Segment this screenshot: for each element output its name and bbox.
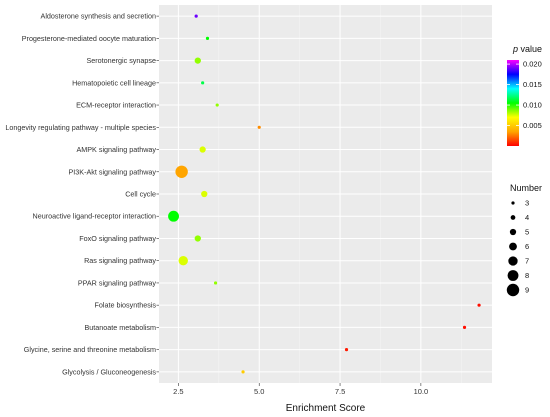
- category-label: Butanoate metabolism: [84, 323, 156, 332]
- data-point: [257, 125, 261, 129]
- colorbar-tick-label: 0.020: [523, 60, 542, 69]
- category-label: ECM-receptor interaction: [76, 101, 156, 110]
- number-legend-label: 3: [525, 199, 529, 208]
- data-point: [175, 165, 188, 178]
- p-value-colorbar: [507, 60, 519, 146]
- colorbar-tick-label: 0.015: [523, 80, 542, 89]
- p-value-legend-title-rest: value: [518, 44, 542, 54]
- p-value-legend-ticks: 0.005 0.010 0.015 0.020: [507, 60, 542, 130]
- category-label: Glycine, serine and threonine metabolism: [24, 345, 156, 354]
- data-point: [462, 325, 467, 330]
- data-point: [194, 235, 201, 242]
- data-point: [178, 256, 188, 266]
- category-label: Hematopoietic cell lineage: [72, 78, 156, 87]
- number-legend-label: 9: [525, 286, 529, 295]
- number-legend-items: 3 4 5 6 7 8 9: [506, 199, 529, 297]
- category-label: Ras signaling pathway: [84, 256, 156, 265]
- number-legend-label: 8: [525, 271, 529, 280]
- x-tick-label: 7.5: [335, 387, 345, 396]
- category-label: PPAR signaling pathway: [78, 278, 157, 287]
- data-point: [477, 303, 481, 307]
- category-label: Glycolysis / Gluconeogenesis: [62, 367, 156, 376]
- data-point: [344, 348, 349, 352]
- colorbar-tick-label: 0.010: [523, 101, 542, 110]
- x-axis-ticks: 2.5 5.0 7.5 10.0: [173, 383, 428, 396]
- number-legend-dot: [509, 228, 517, 236]
- x-tick-label: 2.5: [173, 387, 183, 396]
- p-value-legend-title-italic: p: [512, 44, 518, 54]
- data-point: [215, 103, 219, 107]
- category-label: FoxO signaling pathway: [79, 234, 156, 243]
- number-legend-label: 6: [525, 242, 529, 251]
- data-points: [168, 14, 481, 374]
- category-label: Folate biosynthesis: [94, 301, 156, 310]
- category-label: Longevity regulating pathway - multiple …: [5, 123, 156, 132]
- p-value-legend-title: p value: [512, 44, 542, 54]
- number-legend: Number 3 4 5 6 7 8 9: [506, 183, 542, 297]
- number-legend-dot: [507, 270, 519, 281]
- category-label: AMPK signaling pathway: [76, 145, 156, 154]
- category-label: Serotonergic synapse: [86, 56, 156, 65]
- category-label: Cell cycle: [125, 190, 156, 199]
- category-label: Progesterone-mediated oocyte maturation: [22, 34, 156, 43]
- data-point: [201, 81, 205, 85]
- number-legend-label: 7: [525, 257, 529, 266]
- p-value-legend: p value 0.005 0.010 0.015 0.020: [507, 44, 542, 146]
- number-legend-dot: [509, 242, 517, 251]
- x-tick-label: 5.0: [254, 387, 264, 396]
- number-legend-label: 4: [525, 213, 529, 222]
- number-legend-dot: [510, 215, 516, 220]
- number-legend-title: Number: [510, 183, 542, 193]
- number-legend-dot: [511, 201, 515, 205]
- data-point: [194, 14, 198, 18]
- number-legend-dot: [506, 283, 520, 297]
- data-point: [194, 57, 201, 64]
- major-gridlines: [159, 5, 492, 383]
- x-tick-label: 10.0: [414, 387, 429, 396]
- data-point: [241, 370, 245, 374]
- data-point: [201, 190, 208, 198]
- data-point: [168, 210, 179, 222]
- data-point: [205, 36, 210, 40]
- data-point: [213, 281, 218, 285]
- category-labels: Aldosterone synthesis and secretion Proge…: [5, 12, 159, 376]
- category-label: Aldosterone synthesis and secretion: [41, 12, 156, 21]
- number-legend-label: 5: [525, 228, 529, 237]
- x-axis-title: Enrichment Score: [286, 403, 366, 414]
- colorbar-tick-label: 0.005: [523, 121, 542, 130]
- data-point: [199, 146, 206, 153]
- category-label: PI3K-Akt signaling pathway: [69, 167, 157, 176]
- category-label: Neuroactive ligand-receptor interaction: [33, 212, 156, 221]
- number-legend-dot: [508, 256, 518, 266]
